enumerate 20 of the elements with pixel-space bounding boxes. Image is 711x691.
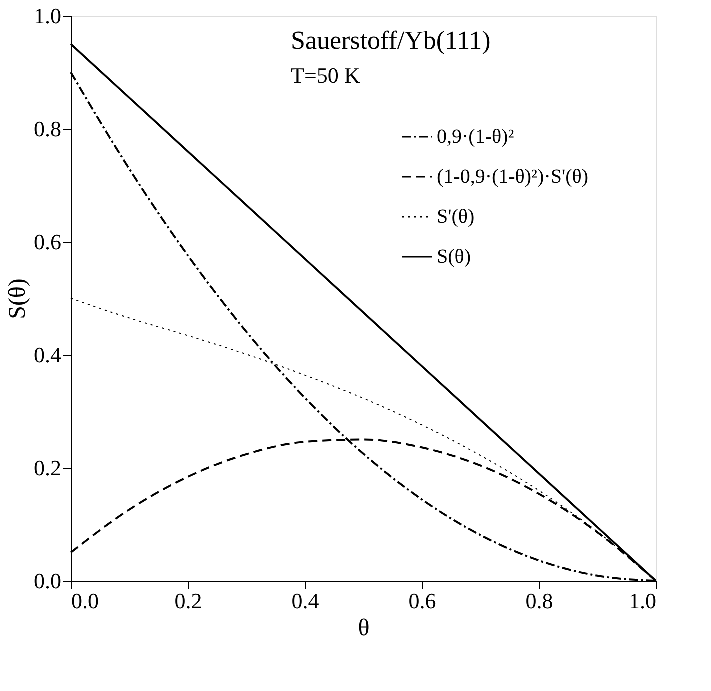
y-tick-label: 0.2 — [34, 456, 62, 480]
legend-label: S(θ) — [437, 246, 472, 268]
y-tick-label: 0.6 — [34, 230, 62, 254]
y-tick-label: 0.0 — [34, 568, 62, 594]
x-tick-label: 0.4 — [292, 588, 320, 614]
y-tick-label: 1.0 — [34, 4, 62, 28]
x-axis-title: θ — [358, 616, 370, 642]
legend-label: 0,9·(1-θ)² — [437, 126, 514, 148]
x-tick-label: 0.0 — [72, 588, 99, 614]
legend-label: S'(θ) — [437, 206, 475, 228]
x-tick-label: 0.6 — [408, 588, 436, 614]
x-tick-label: 1.0 — [629, 588, 656, 614]
y-axis-title: S(θ) — [5, 278, 31, 320]
legend-label: (1-0,9·(1-θ)²)·S'(θ) — [437, 166, 588, 188]
y-tick-label: 0.4 — [34, 342, 62, 368]
y-tick-label: 0.8 — [34, 116, 62, 142]
annotation: T=50 K — [291, 63, 360, 88]
x-tick-label: 0.8 — [526, 588, 554, 614]
x-tick-label: 0.2 — [174, 588, 202, 614]
annotation: Sauerstoff/Yb(111) — [291, 26, 491, 55]
